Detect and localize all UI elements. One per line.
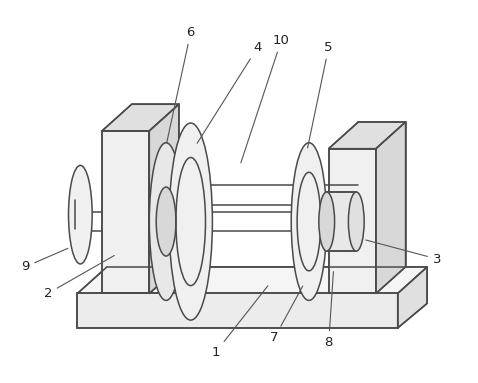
Text: 3: 3 (366, 240, 441, 265)
Text: 10: 10 (241, 34, 290, 163)
Polygon shape (329, 149, 376, 293)
Text: 1: 1 (211, 286, 268, 359)
Polygon shape (326, 192, 356, 251)
Polygon shape (77, 293, 398, 328)
Text: 6: 6 (167, 26, 195, 143)
Ellipse shape (68, 165, 92, 264)
Ellipse shape (348, 192, 364, 251)
Polygon shape (149, 104, 179, 293)
Ellipse shape (291, 143, 326, 300)
Text: 5: 5 (307, 41, 333, 148)
Polygon shape (77, 267, 427, 293)
Ellipse shape (319, 192, 335, 251)
Polygon shape (329, 122, 405, 149)
Text: 9: 9 (21, 248, 68, 273)
Polygon shape (102, 131, 149, 293)
Polygon shape (398, 267, 427, 328)
Polygon shape (102, 104, 179, 131)
Polygon shape (376, 122, 405, 293)
Ellipse shape (149, 143, 183, 300)
Text: 2: 2 (43, 255, 114, 300)
Text: 4: 4 (197, 41, 262, 143)
Text: 8: 8 (325, 272, 334, 349)
Text: 7: 7 (270, 286, 303, 344)
Ellipse shape (169, 123, 212, 320)
Ellipse shape (156, 187, 176, 256)
